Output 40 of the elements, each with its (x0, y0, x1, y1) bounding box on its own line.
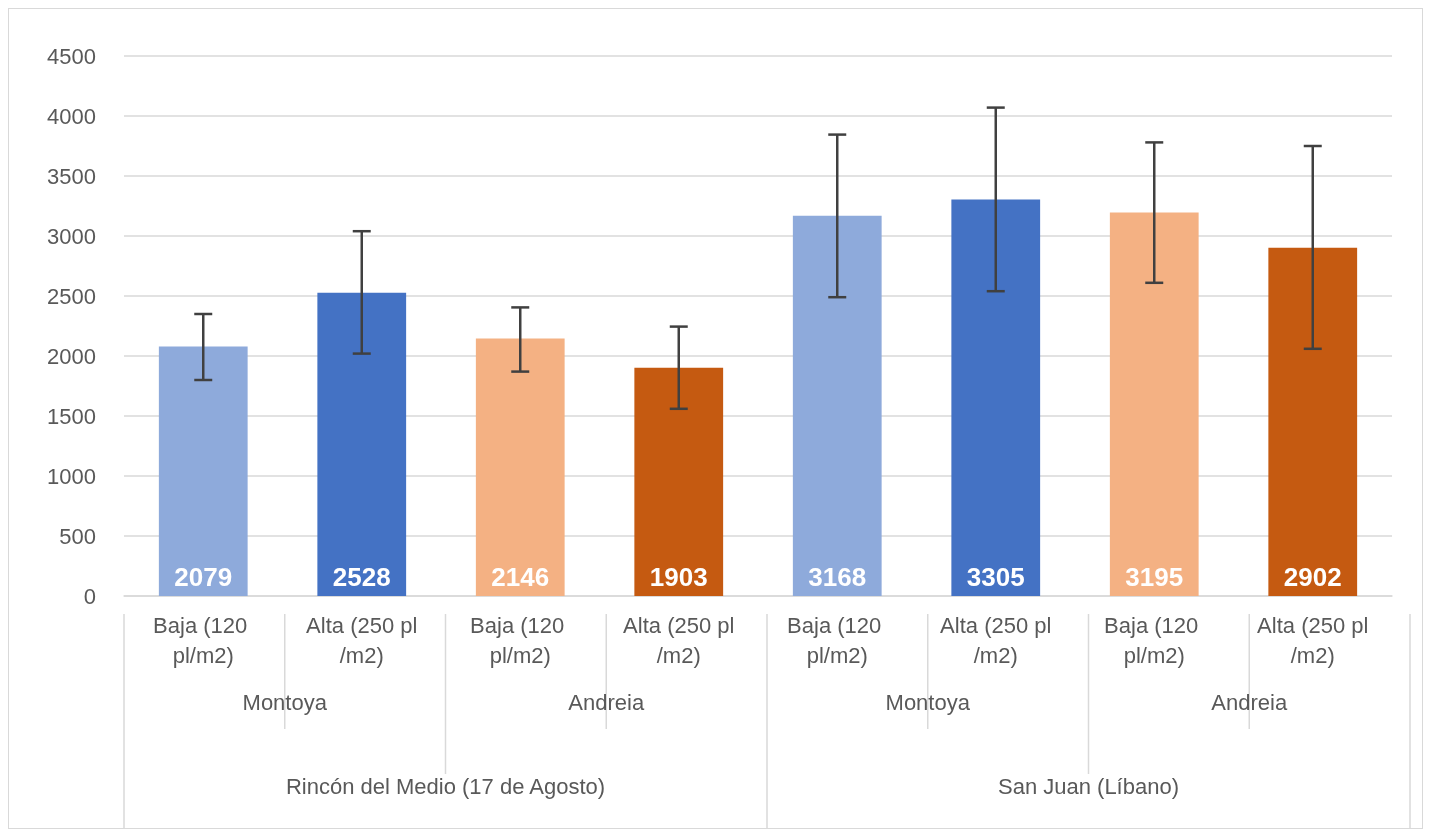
bar (951, 199, 1041, 596)
x-tick-label: Alta (250 pl/m2) (1257, 612, 1369, 668)
text: Rincón del Medio (17 de Agosto) (285, 773, 606, 799)
text: Montoya (885, 689, 971, 715)
data-label: 2146 (491, 562, 550, 592)
data-label: 3305 (966, 562, 1025, 592)
x-tick-label: Baja (120 pl/m2) (1104, 612, 1205, 668)
y-tick-label: 0 (83, 583, 96, 609)
data-label: 3168 (808, 562, 867, 592)
data-label: 1903 (649, 562, 708, 592)
bar (792, 215, 882, 596)
y-tick-label: 3500 (47, 163, 96, 189)
text: Andreia (1211, 689, 1288, 715)
y-tick-label: 4500 (47, 43, 96, 69)
y-tick-label: 2500 (47, 283, 96, 309)
y-tick-label: 1000 (47, 463, 96, 489)
bar (475, 338, 565, 596)
data-label: 2079 (174, 562, 233, 592)
x-tick-label: Alta (250 pl/m2) (940, 612, 1052, 668)
text: San Juan (Líbano) (997, 773, 1180, 799)
x-tick-label: Baja (120 pl/m2) (787, 612, 888, 668)
bar (317, 292, 407, 596)
text: Andreia (568, 689, 645, 715)
bar (1109, 212, 1199, 596)
bar (634, 367, 724, 596)
text: Montoya (242, 689, 328, 715)
data-label: 3195 (1125, 562, 1184, 592)
data-label: 2902 (1283, 562, 1342, 592)
y-tick-label: 1500 (47, 403, 96, 429)
y-tick-label: 4000 (47, 103, 96, 129)
bar (1268, 247, 1358, 596)
data-label: 2528 (332, 562, 391, 592)
x-tick-label: Alta (250 pl/m2) (306, 612, 418, 668)
y-tick-label: 2000 (47, 343, 96, 369)
x-tick-label: Baja (120 pl/m2) (470, 612, 571, 668)
x-tick-label: Alta (250 pl/m2) (623, 612, 735, 668)
y-tick-label: 500 (59, 523, 96, 549)
y-tick-label: 3000 (47, 223, 96, 249)
bar (158, 346, 248, 596)
x-tick-label: Baja (120 pl/m2) (153, 612, 254, 668)
